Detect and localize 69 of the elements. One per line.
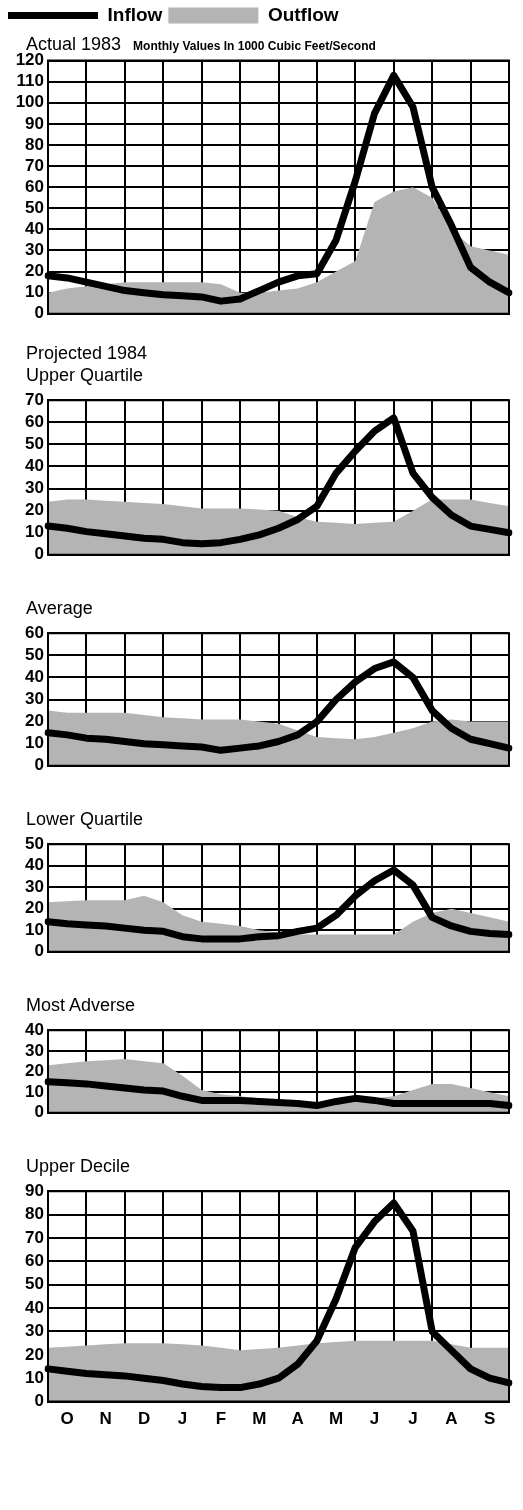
y-tick-label: 40 [25, 1019, 44, 1039]
y-tick-label: 60 [25, 1251, 44, 1271]
x-tick-label: J [408, 1409, 418, 1429]
y-tick-label: 90 [25, 113, 44, 133]
y-tick-label: 30 [25, 1321, 44, 1341]
y-tick-label: 10 [25, 1081, 44, 1101]
x-tick-label: A [445, 1409, 458, 1429]
y-tick-label: 60 [25, 622, 44, 642]
y-tick-label: 20 [25, 1344, 44, 1364]
y-tick-label: 10 [25, 733, 44, 753]
y-tick-label: 40 [25, 219, 44, 239]
y-tick-label: 60 [25, 411, 44, 431]
x-tick-label: M [252, 1409, 267, 1429]
y-tick-label: 20 [25, 898, 44, 918]
x-tick-label: J [369, 1409, 380, 1429]
y-tick-label: 20 [25, 711, 44, 731]
y-tick-label: 50 [25, 1274, 44, 1294]
y-tick-label: 10 [25, 1367, 44, 1387]
y-tick-label: 60 [25, 176, 44, 196]
y-tick-label: 20 [25, 1061, 44, 1081]
y-tick-label: 110 [16, 71, 44, 91]
y-tick-label: 40 [25, 456, 44, 476]
y-tick-label: 80 [25, 1204, 44, 1224]
y-tick-label: 0 [34, 755, 44, 775]
y-tick-label: 30 [25, 876, 44, 896]
y-tick-label: 50 [25, 644, 44, 664]
y-tick-label: 70 [25, 155, 44, 175]
y-tick-label: 0 [34, 1102, 44, 1122]
y-tick-label: 20 [25, 500, 44, 520]
y-tick-label: 0 [34, 1391, 44, 1411]
chart-subtitle: Monthly Values In 1000 Cubic Feet/Second [133, 39, 376, 53]
y-tick-label: 90 [25, 1180, 44, 1200]
y-tick-label: 20 [25, 261, 44, 281]
x-tick-label: D [137, 1409, 151, 1429]
y-tick-label: 50 [25, 833, 44, 853]
y-tick-label: 0 [34, 941, 44, 961]
chart-title: Lower Quartile [26, 809, 144, 829]
x-tick-label: S [484, 1409, 496, 1429]
chart-title: Upper Decile [26, 1156, 131, 1176]
y-tick-label: 40 [25, 855, 44, 875]
legend-label: Outflow [267, 3, 339, 25]
x-tick-label: M [329, 1409, 344, 1429]
y-tick-label: 50 [25, 197, 44, 217]
chart-title: Most Adverse [26, 995, 136, 1015]
legend-label: Inflow [107, 3, 163, 25]
y-tick-label: 0 [34, 544, 44, 564]
y-tick-label: 40 [25, 1297, 44, 1317]
y-tick-label: 30 [25, 478, 44, 498]
y-tick-label: 30 [25, 1040, 44, 1060]
y-tick-label: 0 [34, 303, 44, 323]
x-tick-label: J [177, 1409, 188, 1429]
y-tick-label: 10 [25, 522, 44, 542]
y-tick-label: 10 [25, 919, 44, 939]
x-tick-label: F [215, 1409, 227, 1429]
x-tick-label: A [291, 1409, 304, 1429]
chart-subtitle: Upper Quartile [26, 364, 145, 386]
y-tick-label: 30 [25, 240, 44, 260]
y-tick-label: 40 [25, 667, 44, 687]
y-tick-label: 30 [25, 689, 44, 709]
chart-title: Projected 1984 [26, 343, 148, 363]
y-tick-label: 70 [25, 1227, 44, 1247]
y-tick-label: 10 [25, 282, 44, 302]
y-tick-label: 80 [25, 134, 44, 154]
chart-title: Average [26, 598, 93, 618]
y-tick-label: 100 [15, 92, 44, 112]
x-tick-label: O [60, 1409, 74, 1429]
y-tick-label: 70 [25, 389, 44, 409]
x-tick-label: N [99, 1409, 112, 1429]
y-tick-label: 50 [25, 434, 44, 454]
